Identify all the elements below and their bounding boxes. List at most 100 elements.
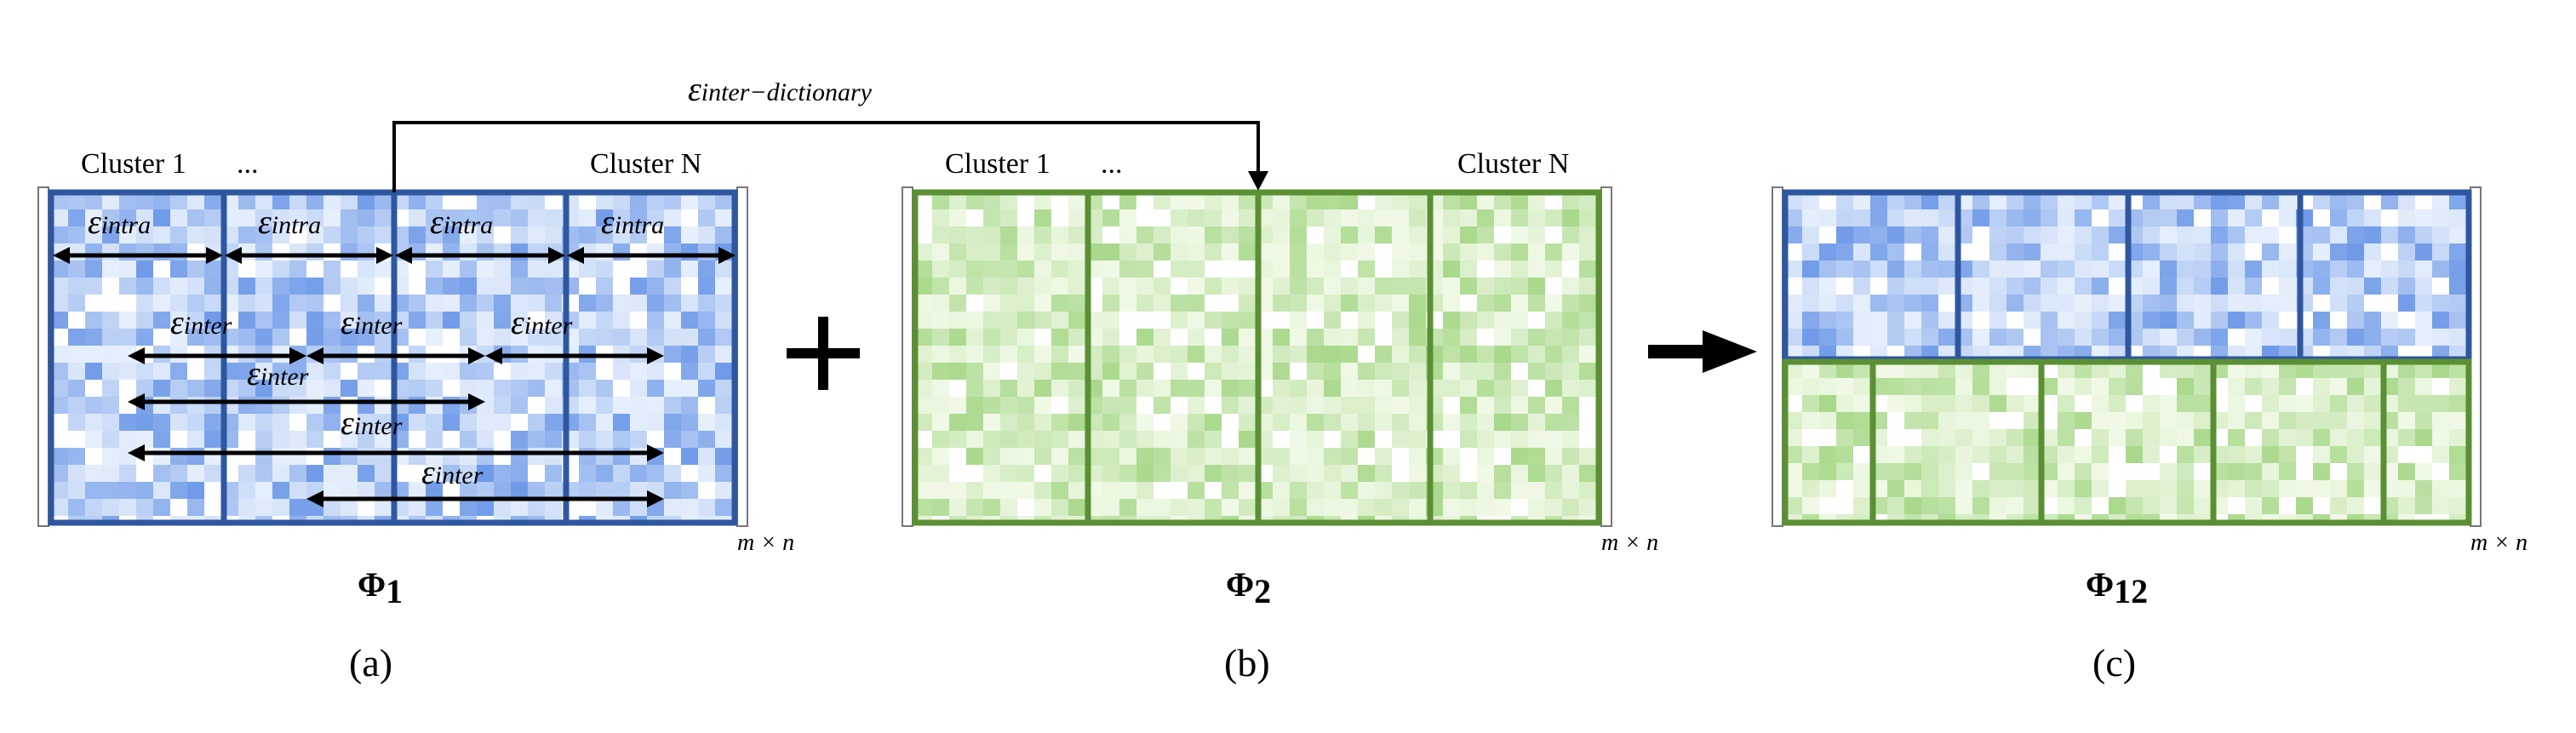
matrix-cell [306, 226, 323, 243]
matrix-cell [1989, 412, 2006, 429]
matrix-cell [153, 499, 170, 516]
matrix-cell [1171, 295, 1188, 312]
matrix-cell [596, 192, 613, 209]
matrix-cell [51, 414, 68, 431]
matrix-cell [2330, 429, 2347, 446]
matrix-cell [2024, 243, 2041, 261]
matrix-cell [1102, 397, 1119, 414]
matrix-cell [358, 295, 375, 312]
matrix-cell [528, 192, 545, 209]
matrix-cell [2313, 378, 2330, 395]
matrix-cell [949, 499, 966, 516]
matrix-cell [1460, 312, 1477, 329]
matrix-cell [1273, 295, 1290, 312]
matrix-cell [1972, 497, 1989, 514]
matrix-cell [1358, 516, 1375, 523]
matrix-cell [1426, 516, 1443, 523]
matrix-cell [1119, 499, 1136, 516]
matrix-cell [341, 295, 358, 312]
matrix-cell [1324, 482, 1341, 499]
matrix-cell [204, 414, 221, 431]
matrix-cell [1955, 361, 1972, 378]
matrix-cell [2075, 312, 2092, 329]
matrix-cell [715, 312, 732, 329]
matrix-cell [2024, 261, 2041, 278]
matrix-cell [681, 192, 698, 209]
matrix-cell [1324, 380, 1341, 397]
matrix-cell [1358, 414, 1375, 431]
matrix-cell [1205, 346, 1222, 363]
matrix-cell [323, 312, 341, 329]
matrix-cell [2313, 395, 2330, 412]
matrix-cell [1545, 278, 1562, 295]
matrix-cell [1853, 295, 1870, 312]
matrix-cell [2143, 361, 2160, 378]
matrix-cell [119, 380, 136, 397]
matrix-cell [375, 312, 392, 329]
matrix-cell [2364, 261, 2381, 278]
matrix-cell [983, 414, 1000, 431]
matrix-cell [1989, 278, 2006, 295]
matrix-cell [255, 516, 272, 523]
matrix-cell [289, 209, 306, 226]
matrix-cell [238, 397, 255, 414]
matrix-cell [2177, 329, 2194, 346]
matrix-cell [1324, 499, 1341, 516]
matrix-cell [579, 226, 596, 243]
matrix-cell [1171, 261, 1188, 278]
matrix-cell [1239, 209, 1256, 226]
matrix-cell [579, 414, 596, 431]
matrix-cell [306, 380, 323, 397]
matrix-cell [2126, 429, 2143, 446]
matrix-cell [2415, 261, 2432, 278]
matrix-cell [85, 482, 102, 499]
matrix-cell [1358, 209, 1375, 226]
matrix-cell [2432, 514, 2449, 523]
matrix-cell [238, 209, 255, 226]
matrix-cell [1000, 380, 1017, 397]
matrix-cell [1392, 346, 1409, 363]
matrix-cell [170, 329, 187, 346]
matrix-cell [1562, 465, 1579, 482]
matrix-cell [1938, 514, 1955, 523]
matrix-cell [1307, 243, 1324, 261]
matrix-cell [2364, 463, 2381, 480]
matrix-cell [681, 312, 698, 329]
matrix-cell [289, 278, 306, 295]
matrix-cell [1307, 380, 1324, 397]
matrix-c-right-bracket [2470, 186, 2482, 527]
matrix-cell [494, 329, 511, 346]
matrix-cell [1938, 209, 1955, 226]
matrix-cell [2006, 463, 2024, 480]
matrix-cell [698, 363, 715, 380]
inter-dictionary-connector: εinter−dictionary [392, 70, 1268, 192]
matrix-cell [545, 414, 562, 431]
matrix-cell [1034, 482, 1051, 499]
matrix-cell [1955, 429, 1972, 446]
matrix-cell [1188, 278, 1205, 295]
matrix-cell [1205, 431, 1222, 448]
matrix-cell [1819, 192, 1836, 209]
matrix-cell [255, 192, 272, 209]
matrix-cell [1887, 209, 1904, 226]
matrix-cell [1000, 192, 1017, 209]
matrix-cell [1034, 363, 1051, 380]
inter-dictionary-arrowhead [1248, 171, 1268, 191]
matrix-cell [119, 465, 136, 482]
matrix-cell [681, 397, 698, 414]
matrix-cell [2313, 497, 2330, 514]
matrix-cell [1205, 295, 1222, 312]
matrix-cell [2024, 514, 2041, 523]
matrix-cell [1528, 329, 1545, 346]
matrix-cell [1341, 448, 1358, 465]
matrix-cell [2415, 312, 2432, 329]
matrix-cell [647, 278, 664, 295]
matrix-cell [1989, 329, 2006, 346]
matrix-cell [153, 516, 170, 523]
matrix-cell [1819, 209, 1836, 226]
matrix-cell [664, 380, 681, 397]
matrix-cell [1579, 295, 1596, 312]
matrix-cell [1171, 329, 1188, 346]
matrix-cell [306, 192, 323, 209]
matrix-cell [102, 295, 119, 312]
